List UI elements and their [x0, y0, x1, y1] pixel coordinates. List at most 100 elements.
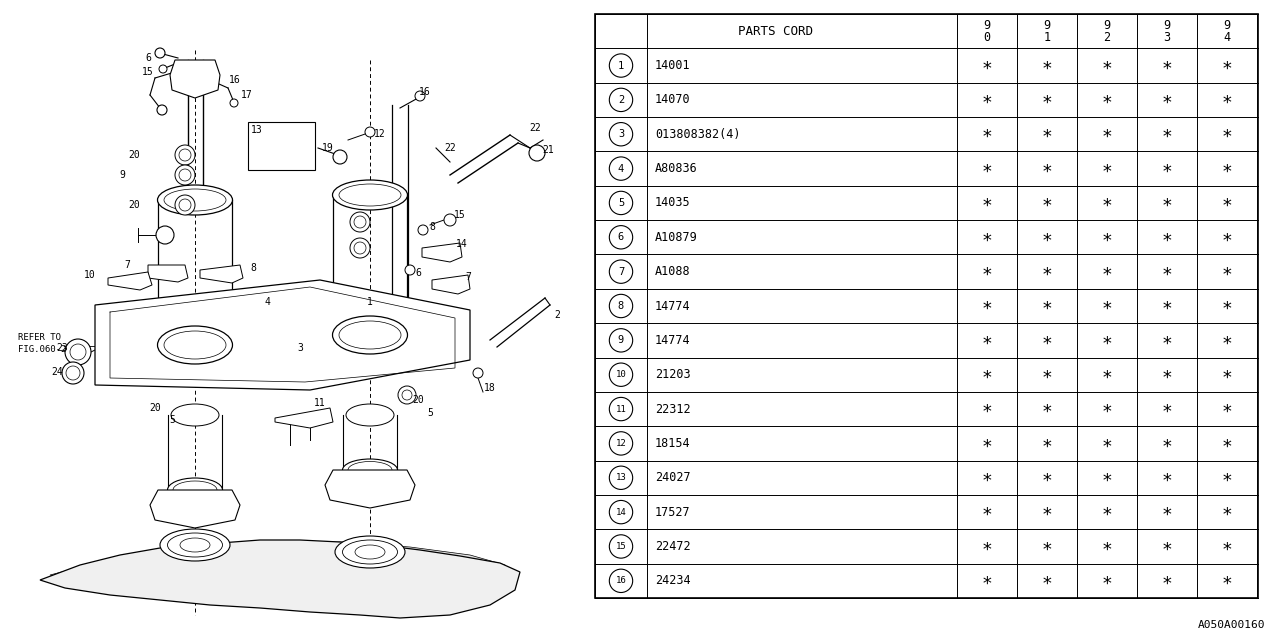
Circle shape: [415, 91, 425, 101]
Polygon shape: [148, 265, 188, 282]
Text: ∗: ∗: [982, 262, 992, 281]
Text: ∗: ∗: [1221, 365, 1233, 384]
Text: ∗: ∗: [1221, 159, 1233, 177]
Text: 9: 9: [119, 170, 125, 180]
Circle shape: [355, 242, 366, 254]
Text: ∗: ∗: [1042, 297, 1052, 315]
Ellipse shape: [343, 459, 398, 481]
Text: ∗: ∗: [1221, 91, 1233, 109]
Text: ∗: ∗: [1221, 194, 1233, 212]
Text: ∗: ∗: [982, 503, 992, 521]
Text: ∗: ∗: [1102, 332, 1112, 349]
Text: 17527: 17527: [655, 506, 691, 518]
Ellipse shape: [333, 316, 407, 354]
Text: ∗: ∗: [1102, 435, 1112, 452]
Text: 16: 16: [229, 75, 241, 85]
Text: ∗: ∗: [982, 297, 992, 315]
Text: ∗: ∗: [1102, 538, 1112, 556]
Text: ∗: ∗: [1042, 262, 1052, 281]
Text: 3: 3: [297, 343, 303, 353]
Text: ∗: ∗: [1221, 435, 1233, 452]
Circle shape: [349, 212, 370, 232]
Text: 12: 12: [374, 129, 385, 139]
Text: ∗: ∗: [1161, 125, 1172, 143]
Text: ∗: ∗: [1161, 435, 1172, 452]
Text: 8: 8: [250, 263, 256, 273]
Text: ∗: ∗: [982, 332, 992, 349]
Text: ∗: ∗: [1161, 365, 1172, 384]
Text: ∗: ∗: [1161, 91, 1172, 109]
Text: ∗: ∗: [1221, 262, 1233, 281]
Text: A1088: A1088: [655, 265, 691, 278]
Polygon shape: [200, 265, 243, 283]
Circle shape: [444, 214, 456, 226]
Text: 18: 18: [484, 383, 495, 393]
Text: ∗: ∗: [1221, 400, 1233, 418]
Text: ∗: ∗: [1221, 538, 1233, 556]
Text: ∗: ∗: [1102, 125, 1112, 143]
Text: 9: 9: [1103, 19, 1111, 32]
Text: ∗: ∗: [1042, 228, 1052, 246]
Circle shape: [474, 368, 483, 378]
Text: 17: 17: [241, 90, 253, 100]
Text: 5: 5: [169, 415, 175, 425]
Text: ∗: ∗: [982, 468, 992, 487]
Circle shape: [402, 390, 412, 400]
Text: 16: 16: [419, 87, 431, 97]
Text: FIG.060-2: FIG.060-2: [18, 345, 67, 354]
Polygon shape: [150, 490, 241, 528]
Ellipse shape: [168, 478, 223, 502]
Text: ∗: ∗: [1221, 125, 1233, 143]
Circle shape: [333, 150, 347, 164]
Text: ∗: ∗: [982, 435, 992, 452]
Circle shape: [70, 344, 86, 360]
Ellipse shape: [172, 404, 219, 426]
Text: ∗: ∗: [982, 228, 992, 246]
Text: ∗: ∗: [1221, 332, 1233, 349]
Text: ∗: ∗: [1042, 538, 1052, 556]
Circle shape: [159, 65, 166, 73]
Text: 9: 9: [618, 335, 625, 346]
Circle shape: [175, 145, 195, 165]
Text: 20: 20: [128, 200, 140, 210]
Text: 6: 6: [415, 268, 421, 278]
Text: 20: 20: [128, 150, 140, 160]
Text: 8: 8: [618, 301, 625, 311]
Text: ∗: ∗: [1161, 262, 1172, 281]
Text: ∗: ∗: [1102, 468, 1112, 487]
Text: 20: 20: [412, 395, 424, 405]
Text: ∗: ∗: [1221, 297, 1233, 315]
Circle shape: [67, 366, 79, 380]
Text: 2: 2: [618, 95, 625, 105]
Text: 5: 5: [428, 408, 433, 418]
Text: 22312: 22312: [655, 403, 691, 415]
Circle shape: [179, 149, 191, 161]
Text: ∗: ∗: [1042, 159, 1052, 177]
Polygon shape: [50, 542, 506, 605]
Text: 2: 2: [554, 310, 559, 320]
Text: A10879: A10879: [655, 231, 698, 244]
Text: ∗: ∗: [1161, 194, 1172, 212]
Text: ∗: ∗: [1102, 503, 1112, 521]
Text: ∗: ∗: [1161, 56, 1172, 74]
Text: 1: 1: [367, 297, 372, 307]
Text: 14: 14: [456, 239, 468, 249]
Text: 0: 0: [983, 31, 991, 44]
Text: 5: 5: [618, 198, 625, 208]
Text: ∗: ∗: [1102, 297, 1112, 315]
Text: ∗: ∗: [982, 365, 992, 384]
Text: 11: 11: [314, 398, 326, 408]
Text: ∗: ∗: [982, 400, 992, 418]
Text: 4: 4: [264, 297, 270, 307]
Text: ∗: ∗: [1161, 159, 1172, 177]
Circle shape: [398, 386, 416, 404]
Text: ∗: ∗: [1102, 572, 1112, 590]
Text: ∗: ∗: [982, 91, 992, 109]
Text: 11: 11: [616, 404, 626, 413]
Text: 14: 14: [616, 508, 626, 516]
Text: ∗: ∗: [1161, 572, 1172, 590]
Text: 9: 9: [1043, 19, 1051, 32]
Text: ∗: ∗: [1161, 538, 1172, 556]
Text: 9: 9: [1224, 19, 1230, 32]
Circle shape: [365, 127, 375, 137]
